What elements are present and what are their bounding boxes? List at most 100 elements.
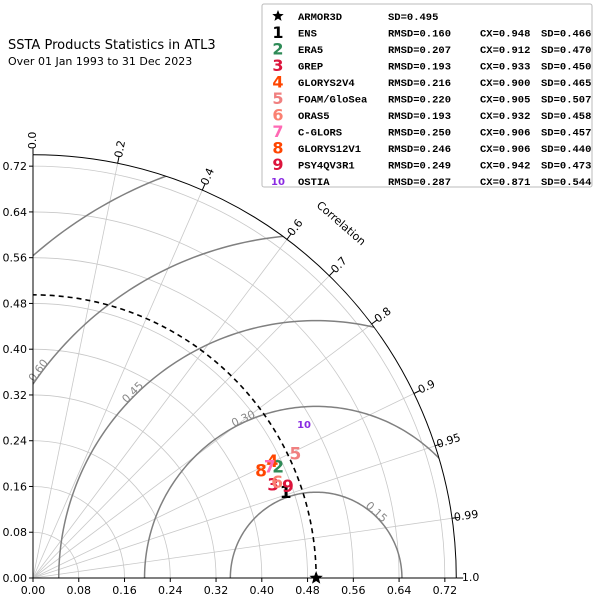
y-tick-label: 0.08 [3, 526, 28, 539]
x-tick-label: 0.00 [21, 584, 46, 597]
y-tick-label: 0.72 [3, 160, 28, 173]
x-tick-label: 0.48 [295, 584, 320, 597]
legend-marker: 1 [272, 23, 283, 42]
legend-model-name: FOAM/GloSea [298, 95, 368, 107]
y-tick-label: 0.64 [3, 206, 28, 219]
legend-rmsd: RMSD=0.220 [388, 95, 451, 107]
model-marker: 1 [280, 483, 292, 503]
legend-model-name: ORAS5 [298, 111, 330, 123]
x-tick-label: 0.64 [387, 584, 412, 597]
x-tick-label: 0.72 [433, 584, 458, 597]
legend-rmsd: RMSD=0.193 [388, 62, 451, 74]
legend-model-name: ENS [298, 29, 317, 41]
model-marker: 5 [290, 445, 302, 465]
legend-model-name: GLORYS12V1 [298, 144, 361, 156]
legend-marker: 5 [272, 89, 283, 108]
rmsd-contour [229, 491, 403, 578]
legend-rmsd: RMSD=0.207 [388, 45, 451, 57]
reference-star [309, 571, 323, 584]
corr-axis-label: Correlation [314, 199, 368, 249]
corr-tick-mark [117, 156, 120, 164]
corr-grid-ray [32, 445, 436, 579]
model-marker: 2 [272, 458, 284, 478]
legend-sd: SD=0.465 [541, 78, 591, 90]
rmsd-contours [33, 154, 457, 578]
corr-tick-label: 0.7 [328, 254, 350, 276]
y-tick-label: 0.16 [3, 480, 28, 493]
legend-marker: 2 [272, 40, 283, 59]
corr-tick-mark [413, 390, 421, 394]
y-tick-label: 0.48 [3, 297, 28, 310]
model-marker: 8 [255, 461, 267, 481]
rmsd-contour [57, 319, 457, 578]
legend-corr: CX=0.900 [480, 78, 530, 90]
sd-grid-arc [32, 211, 400, 579]
x-tick-label: 0.16 [112, 584, 137, 597]
legend-corr: CX=0.906 [480, 128, 530, 140]
legend-corr: CX=0.912 [480, 45, 530, 57]
corr-tick-label: 0.2 [112, 139, 128, 159]
legend-star-icon [272, 10, 284, 21]
x-tick-label: 0.40 [250, 584, 275, 597]
legend-reference-sd: SD=0.495 [388, 12, 438, 24]
corr-grid-ray [32, 163, 119, 579]
legend-corr: CX=0.933 [480, 62, 530, 74]
rmsd-contour [33, 154, 457, 578]
corr-tick-label: 0.9 [416, 377, 437, 396]
legend-corr: CX=0.905 [480, 95, 530, 107]
legend-model-name: GREP [298, 62, 323, 74]
legend-box [261, 3, 593, 188]
rmsd-contour-label: 0.15 [363, 499, 390, 525]
sd-grid-arc [32, 348, 263, 579]
model-marker: 7 [264, 457, 276, 477]
sd-grid-arc [32, 486, 125, 579]
legend-corr: CX=0.932 [480, 111, 530, 123]
legend-sd: SD=0.544 [541, 177, 591, 189]
corr-tick-mark [434, 443, 442, 447]
legend-sd: SD=0.473 [541, 161, 591, 173]
legend-corr: CX=0.942 [480, 161, 530, 173]
x-tick-label: 0.08 [67, 584, 92, 597]
y-tick-label: 0.24 [3, 435, 28, 448]
legend-rmsd: RMSD=0.250 [388, 128, 451, 140]
legend-reference-name: ARMOR3D [298, 12, 342, 24]
sd-grid-arc [32, 394, 217, 579]
rmsd-contour [143, 405, 457, 578]
legend-corr: CX=0.871 [480, 177, 530, 189]
x-tick-label: 0.56 [341, 584, 366, 597]
y-tick-label: 0.00 [3, 572, 28, 585]
corr-tick-mark [201, 183, 206, 191]
legend-sd: SD=0.507 [541, 95, 591, 107]
sd-grid-arc [32, 303, 308, 579]
reference-sd-arc [32, 294, 317, 579]
corr-grid-ray [32, 323, 372, 579]
legend-marker: 7 [272, 122, 283, 141]
legend-rmsd: RMSD=0.160 [388, 29, 451, 41]
corr-tick-mark [451, 516, 459, 519]
corr-tick-label: 0.4 [198, 166, 217, 187]
rmsd-contour-label: 0.60 [26, 357, 51, 384]
y-tick-label: 0.32 [3, 389, 28, 402]
legend-corr: CX=0.948 [480, 29, 530, 41]
y-tick-label: 0.40 [3, 343, 28, 356]
legend-marker: 4 [272, 73, 283, 92]
corr-tick-mark [328, 270, 335, 277]
legend-sd: SD=0.450 [541, 62, 591, 74]
corr-grid-ray [32, 517, 453, 579]
legend-marker: 3 [272, 56, 283, 75]
legend-marker: 6 [272, 106, 283, 125]
x-tick-label: 0.32 [204, 584, 229, 597]
rmsd-contour-label: 0.45 [120, 379, 147, 405]
corr-tick-label: 1.0 [462, 571, 480, 584]
corr-tick-label: 0.95 [435, 431, 462, 451]
corr-grid-ray [32, 189, 203, 579]
legend-marker: 10 [271, 177, 285, 188]
legend-sd: SD=0.470 [541, 45, 591, 57]
outer-arc [32, 154, 457, 579]
rmsd-contour-label: 0.30 [229, 408, 257, 430]
sd-grid-arc [32, 165, 446, 579]
corr-tick-mark [371, 319, 378, 325]
sd-grid-arc [32, 257, 354, 579]
legend-rmsd: RMSD=0.193 [388, 111, 451, 123]
